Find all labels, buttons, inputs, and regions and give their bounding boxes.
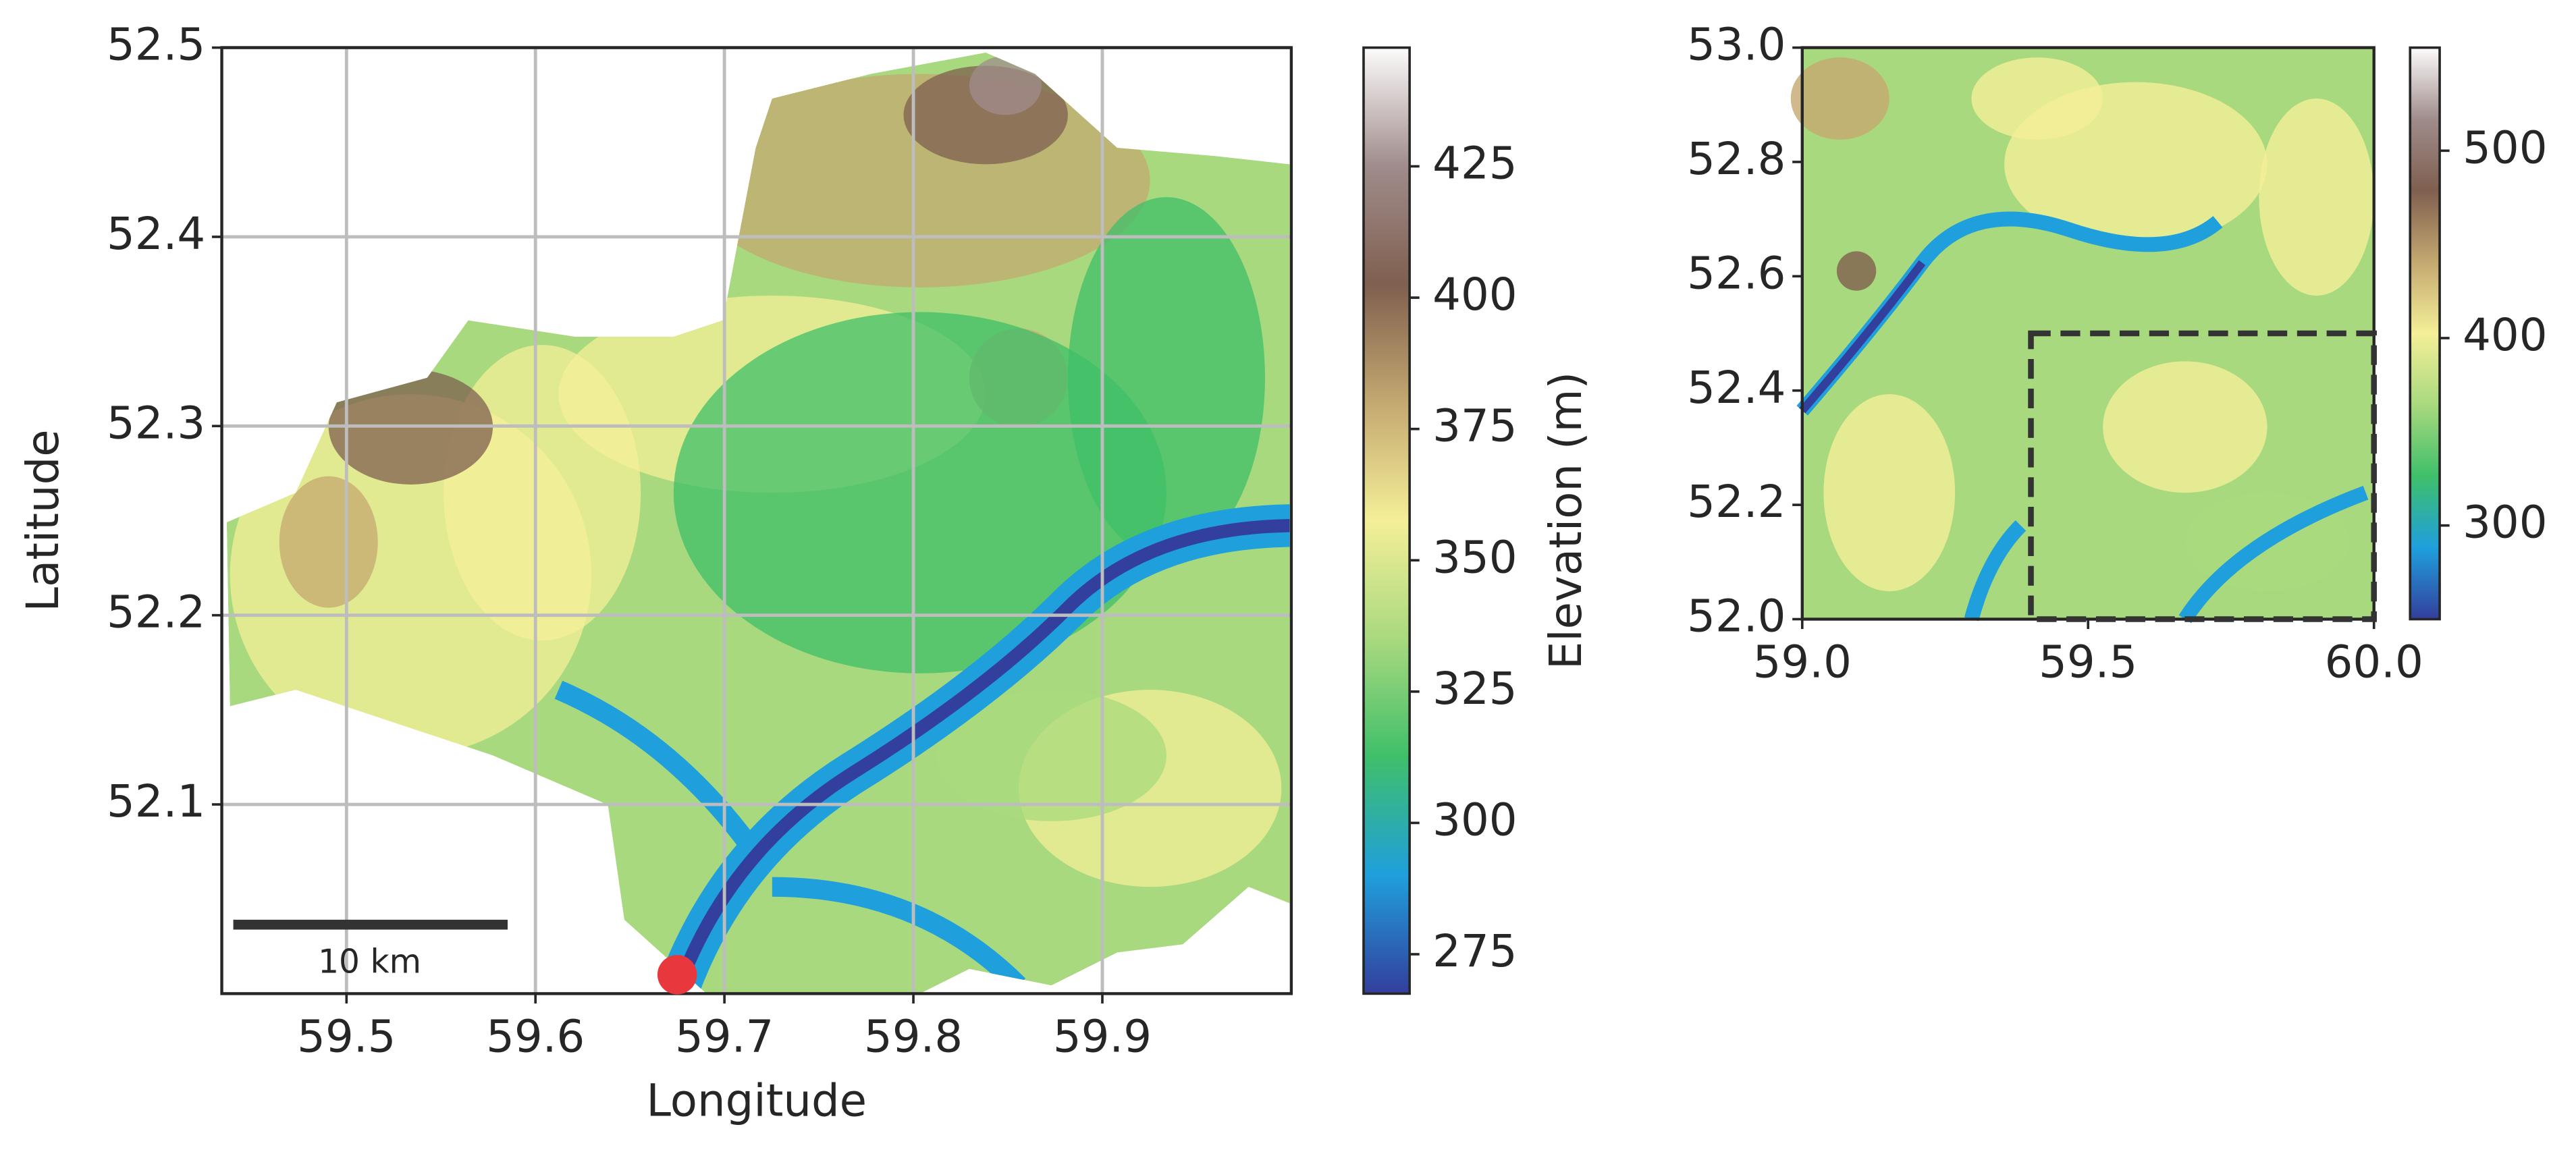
- map-panel: 59.0 59.5 60.0 52.0 52.2 52.4 52.6 52.8 53.0 300 4…: [1687, 20, 2547, 688]
- terrain-patch: [969, 55, 1042, 115]
- axes-frame: [220, 46, 1293, 995]
- x-tick-label: 60.0: [2325, 637, 2423, 688]
- colorbar: [2409, 46, 2441, 621]
- x-tick-label: 59.8: [864, 1012, 963, 1063]
- terrain-patch: [279, 476, 378, 608]
- y-tick-label: 52.6: [1687, 248, 1786, 299]
- colorbar: [1362, 46, 1411, 995]
- y-tick-label: 52.4: [1687, 362, 1786, 414]
- colorbar-tick-label: 300: [2463, 497, 2547, 549]
- terrain-patch: [2103, 361, 2268, 493]
- colorbar-tick-label: 275: [1432, 926, 1517, 977]
- colorbar-label: Elevation (m): [1540, 372, 1592, 669]
- river: [1799, 260, 1926, 414]
- terrain-patch: [1836, 251, 1877, 291]
- terrain-patch: [444, 345, 641, 641]
- colorbar-tick-label: 425: [1432, 138, 1517, 190]
- colorbar-tick-label: 300: [1432, 794, 1517, 846]
- colorbar-tick-label: 400: [1432, 269, 1517, 321]
- y-tick-label: 53.0: [1687, 20, 1786, 71]
- colorbar-tick-label: 400: [2463, 310, 2547, 361]
- x-tick-label: 59.6: [486, 1012, 585, 1063]
- x-axis-label: Longitude: [646, 1076, 867, 1127]
- outlet-point: [657, 955, 697, 995]
- map-panel: 59.5 59.6 59.7 59.8 59.9 52.1 52.2 52.3 52.4 52.5…: [18, 20, 1592, 1127]
- inset-box: [2028, 330, 2377, 622]
- x-tick-label: 59.0: [1753, 637, 1852, 688]
- colorbar-tick-label: 500: [2463, 122, 2547, 173]
- figure-root: 59.5 59.6 59.7 59.8 59.9 52.1 52.2 52.3 52.4 52.5…: [18, 20, 2547, 1127]
- y-tick-label: 52.5: [107, 20, 205, 71]
- y-tick-label: 52.1: [107, 776, 205, 827]
- y-tick-label: 52.3: [107, 397, 205, 449]
- y-tick-label: 52.8: [1687, 134, 1786, 185]
- x-tick-label: 59.7: [675, 1012, 774, 1063]
- river-branch: [554, 680, 1026, 993]
- y-tick-label: 52.0: [1687, 591, 1786, 642]
- y-tick-label: 52.2: [1687, 476, 1786, 528]
- terrain-patch: [673, 312, 1166, 673]
- terrain-patch: [2259, 99, 2374, 296]
- terrain-patch: [1823, 394, 1956, 592]
- colorbar-tick-label: 375: [1432, 401, 1517, 452]
- x-tick-label: 59.5: [297, 1012, 396, 1063]
- x-tick-label: 59.5: [2039, 637, 2137, 688]
- y-tick-label: 52.4: [107, 209, 205, 260]
- river: [667, 519, 1290, 994]
- terrain-patch: [1971, 57, 2103, 140]
- colorbar-tick-label: 325: [1432, 663, 1517, 715]
- y-axis-label: Latitude: [18, 429, 69, 611]
- terrain-patch: [1790, 57, 1889, 140]
- y-tick-label: 52.2: [107, 587, 205, 638]
- colorbar-tick-label: 350: [1432, 532, 1517, 583]
- terrain: [226, 52, 1290, 994]
- terrain-patch: [936, 690, 1166, 821]
- terrain-patch: [1067, 197, 1265, 559]
- scale-bar-label: 10 km: [318, 943, 421, 981]
- x-tick-label: 59.9: [1053, 1012, 1152, 1063]
